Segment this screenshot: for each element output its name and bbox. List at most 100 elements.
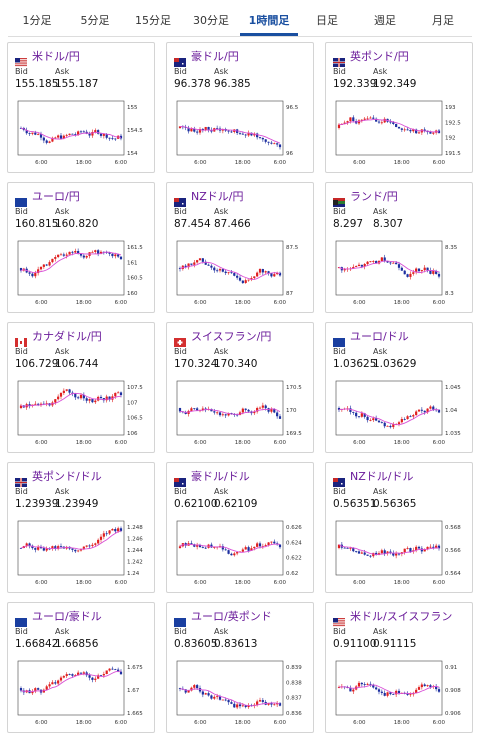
rate-card[interactable]: スイスフラン/円 Bid Ask 170.324 170.340 170.5 170 169.… [166, 322, 314, 453]
candle-body [415, 411, 418, 416]
x-tick-label: 18:00 [76, 160, 92, 166]
rate-card[interactable]: ユーロ/円 Bid Ask 160.815 160.820 161.5 161 160.5 16… [7, 182, 155, 313]
ask-label: Ask [373, 627, 388, 636]
candle-body [437, 273, 441, 277]
candle-body [111, 138, 114, 140]
candle-body [377, 420, 381, 423]
candle-body [68, 133, 71, 135]
candle-body [412, 415, 415, 417]
uk-flag-icon [15, 477, 27, 487]
tab-7[interactable]: 月足 [432, 14, 454, 27]
candle-body [380, 122, 383, 124]
pair-name[interactable]: 豪ドル/円 [191, 50, 239, 63]
candle-body [241, 705, 244, 707]
candle-body [397, 553, 401, 555]
tab-6[interactable]: 週足 [374, 14, 396, 27]
x-tick-label: 6:00 [115, 160, 128, 166]
x-tick-label: 18:00 [76, 300, 92, 306]
bid-value: 0.56351 [333, 498, 377, 510]
candle-body [102, 533, 105, 537]
pair-name[interactable]: スイスフラン/円 [191, 330, 272, 343]
rate-card[interactable]: 英ポンド/ドル Bid Ask 1.23939 1.23949 1.248 1.246 1.2… [7, 462, 155, 593]
ca-flag-icon [15, 337, 27, 347]
candle-body [386, 692, 389, 696]
pair-name[interactable]: ユーロ/ドル [350, 330, 409, 343]
rate-card[interactable]: NZドル/円 Bid Ask 87.454 87.466 87.5 87 6:00 18:00 6… [166, 182, 314, 313]
candle-body [264, 545, 267, 547]
y-tick-label: 0.908 [445, 688, 461, 694]
pair-name[interactable]: 米ドル/スイスフラン [350, 610, 453, 623]
candle-body [273, 704, 276, 706]
flag [174, 52, 186, 67]
candle-body [218, 696, 222, 700]
candle-body [227, 550, 230, 554]
candle-body [190, 408, 193, 411]
candle-body [196, 408, 199, 411]
candle-body [37, 403, 40, 405]
candle-body [437, 409, 441, 413]
pair-name[interactable]: NZドル/円 [191, 190, 244, 203]
x-tick-label: 6:00 [353, 580, 366, 586]
rate-card[interactable]: 豪ドル/ドル Bid Ask 0.62100 0.62109 0.626 0.624 0.62… [166, 462, 314, 593]
tab-2[interactable]: 15分足 [135, 14, 171, 27]
y-tick-label: 0.624 [286, 540, 302, 546]
candle-body [210, 130, 213, 132]
bid-value: 106.729 [15, 358, 59, 370]
rate-card[interactable]: ユーロ/英ポンド Bid Ask 0.83605 0.83613 0.839 0.838 0.… [166, 602, 314, 733]
tab-1[interactable]: 5分足 [80, 14, 110, 27]
x-tick-label: 18:00 [235, 160, 251, 166]
candle-body [417, 409, 421, 412]
pair-name[interactable]: 豪ドル/ドル [191, 470, 250, 483]
bid-label: Bid [174, 347, 187, 356]
pair-name[interactable]: ユーロ/豪ドル [32, 610, 102, 623]
flag [333, 332, 345, 347]
moving-average-line [20, 530, 122, 550]
candle-body [88, 399, 91, 401]
candle-body [238, 704, 242, 707]
candle-body [37, 134, 40, 136]
candle-body [224, 549, 227, 551]
pair-name[interactable]: NZドル/ドル [350, 470, 414, 483]
candle-body [88, 545, 91, 547]
candle-body [207, 264, 210, 266]
tab-5[interactable]: 日足 [316, 14, 338, 27]
pair-name[interactable]: 米ドル/円 [32, 50, 80, 63]
tab-3[interactable]: 30分足 [193, 14, 229, 27]
x-tick-label: 6:00 [433, 440, 446, 446]
candle-body [375, 418, 378, 421]
rate-card[interactable]: ユーロ/豪ドル Bid Ask 1.66842 1.66856 1.675 1.67 1.66… [7, 602, 155, 733]
candle-body [270, 541, 273, 543]
rate-card[interactable]: ユーロ/ドル Bid Ask 1.03625 1.03629 1.045 1.04 1.035… [325, 322, 473, 453]
pair-name[interactable]: ランド/円 [350, 190, 398, 203]
x-tick-label: 6:00 [115, 580, 128, 586]
candle-body [221, 414, 224, 416]
tab-4[interactable]: 1時間足 [240, 8, 298, 36]
candle-body [91, 544, 94, 546]
rate-card[interactable]: 米ドル/スイスフラン Bid Ask 0.91100 0.91115 0.91 0.908 0… [325, 602, 473, 733]
pair-name[interactable]: カナダドル/円 [32, 330, 102, 343]
plot-frame [335, 380, 443, 436]
candle-body [360, 552, 363, 554]
pair-name[interactable]: 英ポンド/円 [350, 50, 409, 63]
y-tick-label: 170.5 [286, 385, 302, 391]
candle-body [355, 551, 358, 553]
candle-body [429, 270, 432, 274]
pair-name[interactable]: ユーロ/英ポンド [191, 610, 272, 623]
rate-card[interactable]: NZドル/ドル Bid Ask 0.56351 0.56365 0.568 0.566 0.5… [325, 462, 473, 593]
candle-body [238, 132, 242, 134]
us-flag-icon [15, 57, 27, 66]
pair-name[interactable]: ユーロ/円 [32, 190, 80, 203]
card-header: 豪ドル/ドル [174, 468, 250, 487]
pair-name[interactable]: 英ポンド/ドル [32, 470, 102, 483]
candle-body [97, 675, 100, 679]
rate-card[interactable]: ランド/円 Bid Ask 8.297 8.307 8.35 8.3 6:00 18:00 6:0… [325, 182, 473, 313]
candle-body [435, 271, 438, 274]
flag [15, 472, 27, 487]
rate-card[interactable]: 英ポンド/円 Bid Ask 192.339 192.349 193 192.5 192 191… [325, 42, 473, 173]
rate-card[interactable]: 米ドル/円 Bid Ask 155.185 155.187 155 154.5 154 6:00… [7, 42, 155, 173]
moving-average-line [20, 670, 122, 693]
rate-card[interactable]: カナダドル/円 Bid Ask 106.729 106.744 107.5 107 106.5… [7, 322, 155, 453]
candle-body [389, 692, 392, 695]
tab-0[interactable]: 1分足 [22, 14, 52, 27]
rate-card[interactable]: 豪ドル/円 Bid Ask 96.378 96.385 96.5 96 6:00 18:00 6:… [166, 42, 314, 173]
